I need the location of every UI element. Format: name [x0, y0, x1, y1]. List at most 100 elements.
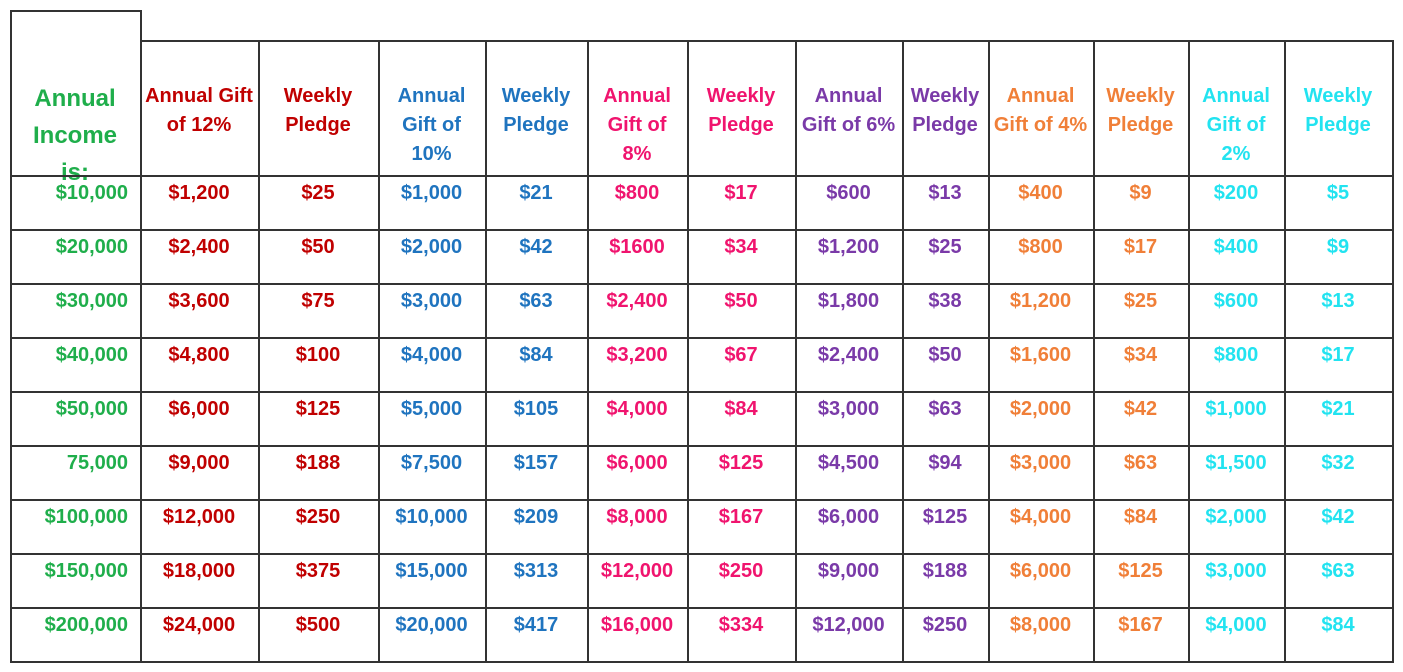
income-cell: 75,000	[66, 452, 128, 474]
weekly-pledge-cell: $188	[922, 560, 968, 582]
annual-gift-cell: $1,200	[168, 182, 230, 204]
income-column-header: Annual Income is:	[32, 85, 118, 186]
weekly-pledge-cell: $125	[295, 398, 341, 420]
weekly-pledge-header: Weekly Pledge	[910, 85, 980, 136]
annual-gift-cell: $1,600	[1009, 344, 1072, 366]
weekly-pledge-cell: $125	[922, 506, 968, 528]
annual-gift-cell: $1,200	[817, 236, 880, 258]
weekly-pledge-header: Weekly Pledge	[501, 85, 571, 136]
annual-gift-cell: $4,800	[168, 344, 230, 366]
annual-gift-cell: $1,000	[1205, 398, 1267, 420]
weekly-pledge-cell: $50	[724, 290, 758, 312]
grid-line	[258, 40, 260, 663]
annual-gift-cell: $7,500	[400, 452, 463, 474]
income-cell: $100,000	[44, 506, 128, 528]
income-cell: $50,000	[55, 398, 128, 420]
annual-gift-cell: $1,000	[400, 182, 463, 204]
weekly-pledge-cell: $125	[718, 452, 764, 474]
annual-gift-cell: $800	[1018, 236, 1063, 258]
weekly-pledge-cell: $21	[1321, 398, 1355, 420]
annual-gift-cell: $15,000	[395, 560, 468, 582]
weekly-pledge-header: Weekly Pledge	[283, 85, 353, 136]
grid-line	[10, 445, 1394, 447]
grid-line	[902, 40, 904, 663]
annual-gift-cell: $4,000	[1205, 614, 1267, 636]
weekly-pledge-cell: $84	[519, 344, 553, 366]
weekly-pledge-cell: $9	[1129, 182, 1152, 204]
weekly-pledge-cell: $375	[295, 560, 341, 582]
weekly-pledge-cell: $42	[1321, 506, 1355, 528]
grid-line	[1392, 40, 1394, 663]
weekly-pledge-cell: $34	[1123, 344, 1158, 366]
annual-gift-cell: $24,000	[162, 614, 236, 636]
grid-line	[795, 40, 797, 663]
weekly-pledge-cell: $63	[928, 398, 962, 420]
annual-gift-cell: $4,000	[1009, 506, 1072, 528]
annual-gift-cell: $9,000	[168, 452, 230, 474]
annual-gift-cell: $9,000	[817, 560, 880, 582]
grid-line	[10, 10, 142, 12]
weekly-pledge-cell: $105	[513, 398, 559, 420]
annual-gift-cell: $12,000	[162, 506, 236, 528]
annual-gift-cell: $6,000	[817, 506, 880, 528]
income-cell: $30,000	[55, 290, 128, 312]
annual-gift-cell: $600	[1213, 290, 1259, 312]
weekly-pledge-cell: $63	[1321, 560, 1355, 582]
grid-line	[1093, 40, 1095, 663]
weekly-pledge-cell: $417	[513, 614, 559, 636]
weekly-pledge-cell: $94	[928, 452, 962, 474]
weekly-pledge-cell: $32	[1321, 452, 1355, 474]
weekly-pledge-header: Weekly Pledge	[1303, 85, 1373, 136]
weekly-pledge-cell: $67	[724, 344, 758, 366]
annual-gift-cell: $16,000	[600, 614, 674, 636]
grid-line	[10, 661, 1394, 663]
annual-gift-cell: $1,800	[817, 290, 880, 312]
annual-gift-cell: $2,400	[606, 290, 668, 312]
grid-line	[10, 337, 1394, 339]
weekly-pledge-cell: $84	[1123, 506, 1158, 528]
annual-gift-cell: $3,200	[606, 344, 668, 366]
weekly-pledge-cell: $209	[513, 506, 559, 528]
annual-gift-cell: $18,000	[162, 560, 236, 582]
annual-gift-cell: $6,000	[606, 452, 668, 474]
weekly-pledge-cell: $25	[301, 182, 335, 204]
income-cell: $200,000	[44, 614, 128, 636]
annual-gift-cell: $3,000	[400, 290, 463, 312]
annual-gift-cell: $6,000	[168, 398, 230, 420]
annual-gift-cell: $400	[1213, 236, 1259, 258]
annual-gift-cell: $2,000	[1009, 398, 1072, 420]
annual-gift-cell: $2,400	[168, 236, 230, 258]
weekly-pledge-cell: $100	[295, 344, 341, 366]
weekly-pledge-cell: $9	[1326, 236, 1350, 258]
annual-gift-cell: $5,000	[400, 398, 463, 420]
weekly-pledge-cell: $63	[519, 290, 553, 312]
weekly-pledge-cell: $42	[519, 236, 553, 258]
grid-line	[140, 10, 142, 663]
annual-gift-header: Annual Gift of 2%	[1202, 85, 1270, 165]
annual-gift-cell: $800	[1213, 344, 1259, 366]
annual-gift-cell: $4,000	[400, 344, 463, 366]
annual-gift-cell: $4,500	[817, 452, 880, 474]
annual-gift-cell: $20,000	[395, 614, 468, 636]
weekly-pledge-cell: $42	[1123, 398, 1158, 420]
weekly-pledge-cell: $50	[301, 236, 335, 258]
weekly-pledge-cell: $17	[1123, 236, 1158, 258]
annual-gift-cell: $4,000	[606, 398, 668, 420]
income-cell: $10,000	[55, 182, 128, 204]
weekly-pledge-cell: $84	[724, 398, 758, 420]
annual-gift-cell: $3,600	[168, 290, 230, 312]
grid-line	[10, 175, 1394, 177]
weekly-pledge-cell: $334	[718, 614, 764, 636]
grid-line	[485, 40, 487, 663]
weekly-pledge-cell: $125	[1118, 560, 1163, 582]
annual-gift-cell: $6,000	[1009, 560, 1072, 582]
weekly-pledge-cell: $500	[295, 614, 341, 636]
annual-gift-header: Annual Gift of 12%	[145, 85, 253, 136]
annual-gift-cell: $1600	[609, 236, 665, 258]
grid-line	[10, 283, 1394, 285]
income-cell: $150,000	[44, 560, 128, 582]
weekly-pledge-cell: $13	[928, 182, 962, 204]
annual-gift-cell: $2,400	[817, 344, 880, 366]
grid-line	[140, 40, 1394, 42]
